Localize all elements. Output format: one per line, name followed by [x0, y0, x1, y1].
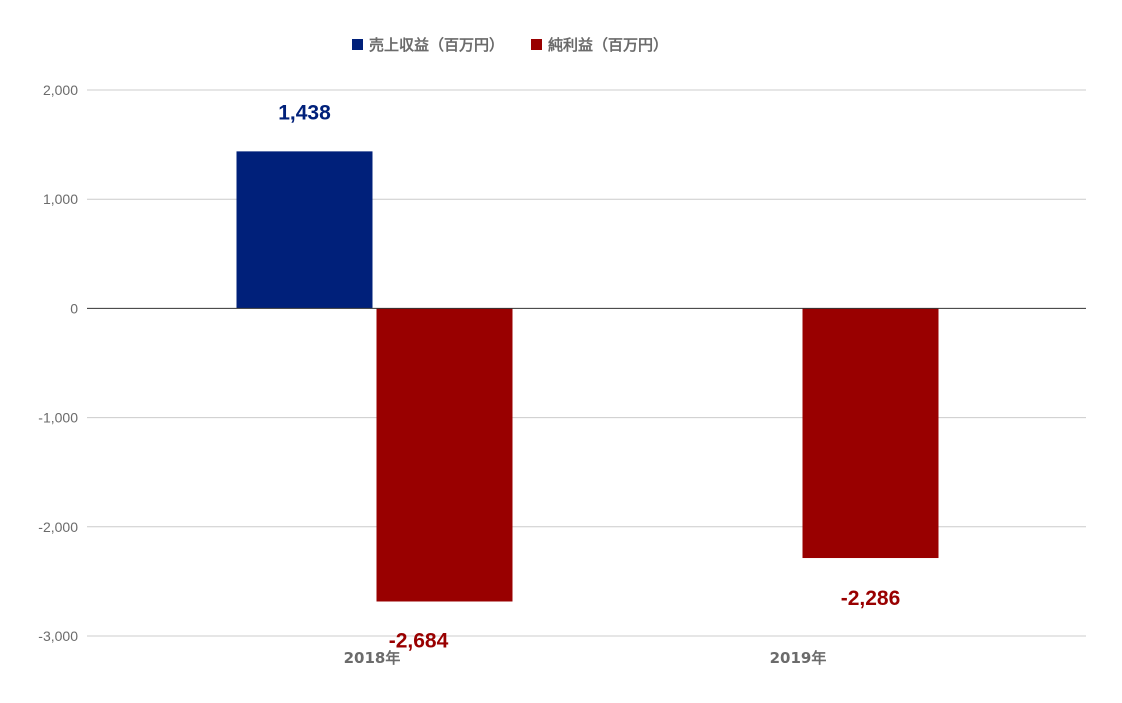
- x-category-label: 2018年: [344, 649, 401, 667]
- x-category-label: 2019年: [770, 649, 827, 667]
- data-label: -2,684: [389, 629, 449, 652]
- bars: [236, 151, 939, 602]
- data-label: 1,438: [278, 101, 331, 124]
- legend-swatch: [531, 39, 542, 50]
- bar-net-income-0: [376, 308, 513, 602]
- bar-net-income-1: [802, 308, 939, 559]
- legend-label: 売上収益（百万円）: [369, 36, 504, 54]
- y-tick-label: -1,000: [38, 410, 78, 426]
- legend-label: 純利益（百万円）: [548, 36, 668, 54]
- legend: 売上収益（百万円） 純利益（百万円）: [352, 36, 668, 54]
- y-tick-label: -2,000: [38, 519, 78, 535]
- data-label: -2,286: [841, 587, 901, 610]
- x-axis-category-labels: 2018年 2019年: [344, 649, 827, 667]
- y-tick-label: -3,000: [38, 628, 78, 644]
- y-tick-label: 2,000: [43, 82, 78, 98]
- y-axis-tick-labels: 2,000 1,000 0 -1,000 -2,000 -3,000: [38, 82, 78, 644]
- y-tick-label: 0: [70, 300, 78, 316]
- data-labels: 1,438 -2,684 -2,286: [278, 101, 900, 652]
- legend-swatch: [352, 39, 363, 50]
- bar-revenue-0: [236, 151, 373, 309]
- y-tick-label: 1,000: [43, 191, 78, 207]
